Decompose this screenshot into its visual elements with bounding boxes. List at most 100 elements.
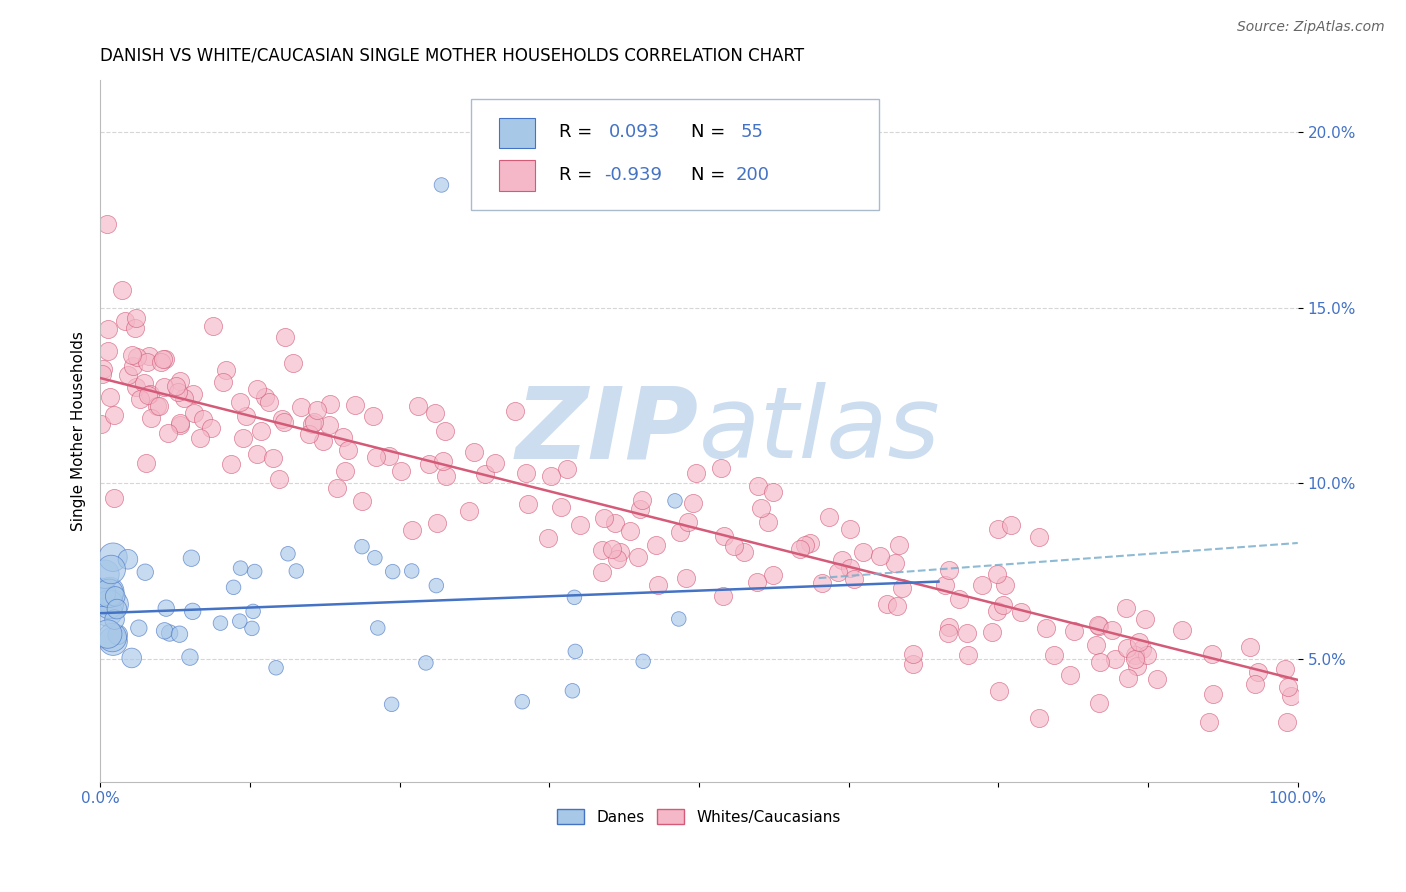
Point	[537, 531, 560, 545]
Point	[141, 411, 163, 425]
Point	[193, 412, 215, 426]
Point	[1088, 655, 1111, 669]
Point	[246, 382, 269, 396]
Point	[367, 621, 389, 635]
Point	[685, 466, 707, 480]
Point	[986, 604, 1008, 618]
Point	[401, 564, 423, 578]
Point	[167, 384, 190, 399]
Text: Source: ZipAtlas.com: Source: ZipAtlas.com	[1237, 20, 1385, 34]
Point	[948, 591, 970, 606]
Point	[173, 391, 195, 405]
Point	[125, 380, 148, 394]
Point	[540, 469, 562, 483]
Point	[550, 500, 572, 514]
Point	[1043, 648, 1066, 662]
Point	[125, 350, 148, 364]
Point	[301, 417, 323, 432]
Point	[1123, 652, 1146, 666]
Point	[1202, 687, 1225, 701]
Point	[169, 418, 191, 433]
Point	[993, 598, 1015, 612]
Point	[232, 432, 254, 446]
Point	[1087, 618, 1109, 632]
Point	[936, 625, 959, 640]
Point	[682, 496, 704, 510]
Point	[98, 586, 121, 600]
Point	[318, 396, 340, 410]
Point	[103, 598, 125, 612]
Point	[838, 522, 860, 536]
Point	[630, 492, 652, 507]
Point	[745, 574, 768, 589]
Point	[290, 400, 312, 414]
Point	[664, 494, 686, 508]
Point	[117, 368, 139, 382]
Point	[1201, 647, 1223, 661]
Point	[253, 390, 276, 404]
Point	[318, 417, 340, 432]
Point	[101, 631, 124, 645]
Text: ZIP: ZIP	[516, 382, 699, 479]
Point	[886, 599, 908, 613]
Point	[145, 399, 167, 413]
Point	[1123, 648, 1146, 663]
Point	[152, 352, 174, 367]
Point	[381, 565, 404, 579]
Point	[1198, 714, 1220, 729]
Text: R =: R =	[558, 166, 598, 184]
Point	[762, 567, 785, 582]
Point	[408, 399, 430, 413]
Point	[710, 461, 733, 475]
Point	[994, 578, 1017, 592]
Point	[711, 590, 734, 604]
Point	[1104, 651, 1126, 665]
Point	[564, 591, 586, 605]
Point	[336, 442, 359, 457]
Point	[401, 523, 423, 537]
Point	[591, 543, 613, 558]
Point	[430, 178, 453, 192]
Point	[96, 217, 118, 231]
Point	[389, 464, 412, 478]
Point	[415, 656, 437, 670]
Point	[128, 392, 150, 406]
Point	[262, 450, 284, 465]
Point	[209, 616, 232, 631]
Point	[188, 431, 211, 445]
Point	[136, 388, 159, 402]
Point	[903, 657, 925, 672]
Point	[148, 399, 170, 413]
Point	[264, 661, 287, 675]
Point	[1063, 624, 1085, 638]
Point	[1115, 601, 1137, 615]
Point	[100, 562, 122, 576]
Point	[938, 563, 960, 577]
Point	[425, 406, 447, 420]
Point	[972, 577, 994, 591]
Point	[887, 538, 910, 552]
Point	[668, 612, 690, 626]
Point	[1244, 677, 1267, 691]
Point	[169, 416, 191, 430]
Point	[749, 500, 772, 515]
Point	[153, 380, 176, 394]
Point	[713, 529, 735, 543]
Point	[155, 351, 177, 366]
Point	[235, 409, 257, 423]
Point	[647, 578, 669, 592]
Point	[591, 565, 613, 579]
Point	[222, 580, 245, 594]
Point	[789, 541, 811, 556]
Point	[150, 355, 173, 369]
Point	[90, 590, 112, 604]
Text: N =: N =	[690, 166, 731, 184]
Point	[111, 283, 134, 297]
FancyBboxPatch shape	[499, 160, 534, 191]
Point	[274, 330, 297, 344]
Point	[593, 511, 616, 525]
Point	[364, 550, 387, 565]
Point	[827, 565, 849, 579]
Point	[90, 417, 112, 431]
Point	[1146, 672, 1168, 686]
